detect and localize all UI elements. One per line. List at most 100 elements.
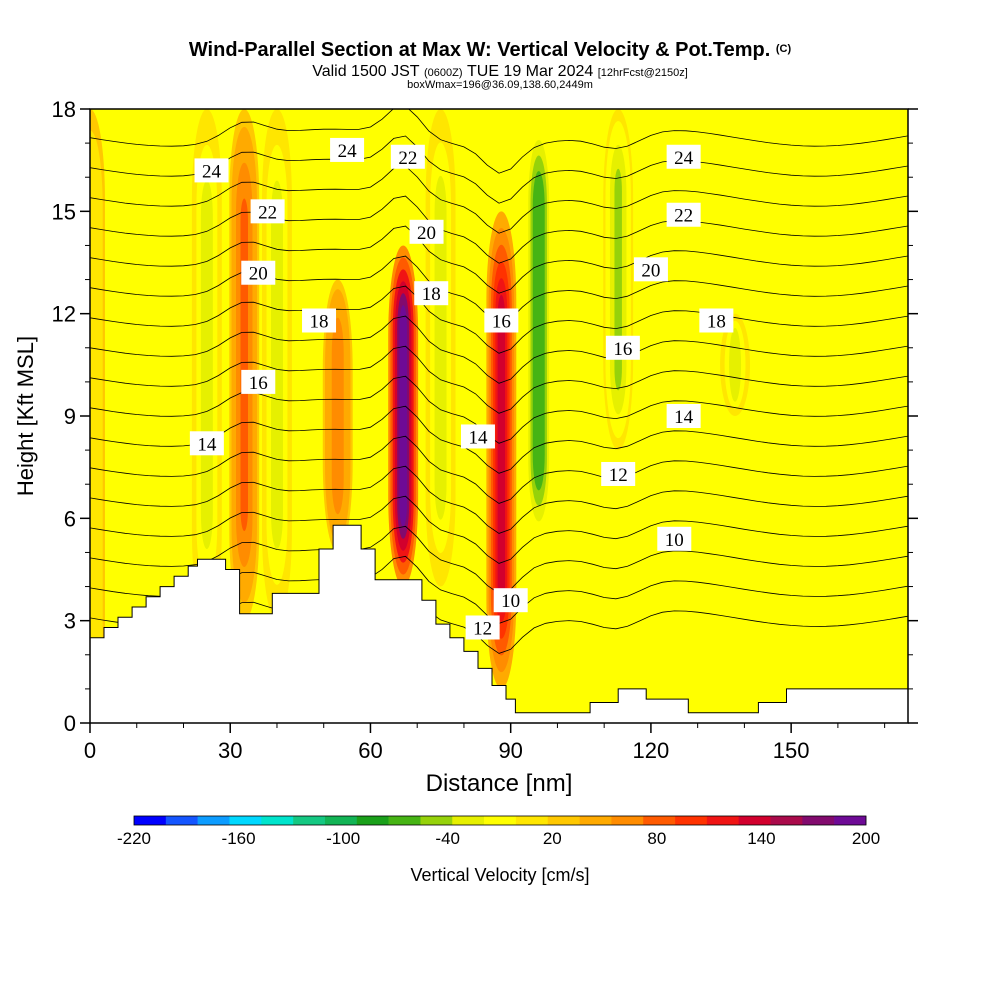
utc-time: (0600Z) (424, 67, 463, 79)
contour-label-text: 14 (674, 407, 694, 428)
valid-time-line: Valid 1500 JST (0600Z) TUE 19 Mar 2024 [… (312, 63, 688, 80)
contour-label-text: 16 (613, 339, 632, 360)
x-tick-label: 0 (84, 738, 96, 763)
contour-label-text: 18 (422, 284, 441, 305)
contour-label-text: 22 (674, 206, 693, 227)
contour-label-text: 16 (249, 373, 268, 394)
x-tick-label: 90 (498, 738, 522, 763)
colorbar-swatch (229, 816, 262, 825)
y-tick-label: 15 (52, 199, 76, 224)
colorbar (133, 815, 867, 826)
contour-label-16-7: 16 (605, 335, 640, 360)
chart-title: Wind-Parallel Section at Max W: Vertical… (189, 39, 792, 61)
contour-label-12-3: 12 (465, 615, 500, 640)
y-tick-label: 9 (64, 404, 76, 429)
contour-label-18-12: 18 (302, 308, 337, 333)
colorbar-tick-label: 20 (543, 829, 562, 848)
contour-label-bg (657, 526, 692, 551)
theta-contour-15 (90, 405, 908, 474)
colorbar-tick-label: -40 (435, 829, 460, 848)
velocity-cell-10-5 (731, 331, 739, 399)
contour-label-text: 24 (202, 161, 222, 182)
valid-time: Valid 1500 JST (312, 63, 420, 80)
contour-label-24-21: 24 (194, 158, 229, 183)
theta-contour-12 (90, 495, 908, 564)
contour-label-text: 16 (492, 311, 511, 332)
colorbar-swatch (261, 816, 294, 825)
plot-area: 10 10 12 12 14 14 14 16 16 16 18 18 18 20 20 20 22 22 22 24… (90, 109, 908, 723)
contour-label-10-1: 10 (493, 588, 528, 613)
colorbar-tick-label: 140 (747, 829, 775, 848)
colorbar-swatch (834, 816, 867, 825)
valid-date: TUE 19 Mar 2024 (467, 63, 593, 80)
theta-contour-19 (90, 285, 908, 354)
contour-label-text: 20 (641, 260, 660, 281)
contour-label-text: 22 (258, 202, 277, 223)
velocity-cell-5-5 (399, 305, 407, 527)
colorbar-swatch (356, 816, 389, 825)
contour-label-18-11: 18 (414, 281, 449, 306)
contour-label-24-20: 24 (330, 137, 365, 162)
colorbar-frame (133, 815, 867, 826)
title-text: Wind-Parallel Section at Max W: Vertical… (189, 39, 770, 61)
x-tick-label: 120 (633, 738, 670, 763)
contour-label-bg (465, 615, 500, 640)
contour-label-22-18: 22 (250, 199, 285, 224)
velocity-cell-0-5 (90, 216, 94, 616)
contour-label-14-4: 14 (666, 404, 701, 428)
contour-label-14-6: 14 (189, 431, 224, 456)
contour-label-12-2: 12 (601, 461, 636, 486)
contour-label-bg (666, 202, 701, 227)
colorbar-tick-label: 80 (647, 829, 666, 848)
velocity-cell-8-5 (534, 186, 543, 475)
contour-label-text: 18 (310, 311, 329, 332)
contour-label-text: 14 (468, 427, 488, 448)
contour-label-10-0: 10 (657, 526, 692, 551)
theta-contour-25 (90, 109, 908, 174)
contour-label-bg (241, 260, 276, 285)
colorbar-label: Vertical Velocity [cm/s] (410, 865, 589, 885)
contour-label-text: 12 (473, 618, 492, 639)
colorbar-swatch (802, 816, 835, 825)
colorbar-tick-labels: -220 -160 -100 -40 20 80 140 200 (117, 829, 880, 848)
theta-contour-21 (90, 225, 908, 294)
colorbar-swatch (324, 816, 358, 825)
contour-label-22-16: 22 (666, 202, 701, 227)
colorbar-tick-label: -100 (326, 829, 360, 848)
contour-label-bg (484, 308, 519, 333)
colorbar-swatch (452, 816, 485, 825)
contour-label-20-13: 20 (633, 257, 668, 282)
x-axis: 0 30 60 90 120 150 (84, 723, 886, 763)
colorbar-swatch (515, 816, 549, 825)
contour-label-text: 24 (338, 141, 358, 162)
contour-label-20-15: 20 (241, 260, 276, 285)
contour-label-bg (302, 308, 337, 333)
contour-label-bg (409, 219, 444, 244)
colorbar-swatch (388, 816, 421, 825)
velocity-cell-2-5 (240, 198, 248, 532)
theta-contour-16 (90, 375, 908, 444)
x-tick-label: 60 (358, 738, 382, 763)
colorbar-tick-label: 200 (852, 829, 880, 848)
contour-label-bg (241, 369, 276, 394)
colorbar-swatch (293, 816, 326, 825)
colorbar-swatch (197, 816, 230, 825)
colorbar-swatch (484, 816, 517, 825)
theta-contour-14 (90, 435, 908, 504)
contour-label-text: 20 (249, 264, 268, 285)
velocity-cell-9-5 (614, 168, 622, 391)
y-axis-label: Height [Kft MSL] (13, 336, 38, 496)
colorbar-swatch (643, 816, 676, 825)
forecast-info: [12hrFcst@2150z] (598, 67, 688, 79)
y-tick-label: 0 (64, 711, 76, 736)
colorbar-tick-label: -160 (222, 829, 256, 848)
contour-label-bg (414, 281, 449, 306)
colorbar-swatch (165, 816, 198, 825)
contour-label-22-17: 22 (390, 144, 425, 169)
contour-label-bg (493, 588, 528, 613)
contour-label-text: 14 (197, 434, 217, 455)
contour-label-bg (605, 335, 640, 360)
contour-label-16-8: 16 (484, 308, 519, 333)
velocity-cell-4-5 (333, 327, 342, 505)
contour-label-16-9: 16 (241, 369, 276, 394)
